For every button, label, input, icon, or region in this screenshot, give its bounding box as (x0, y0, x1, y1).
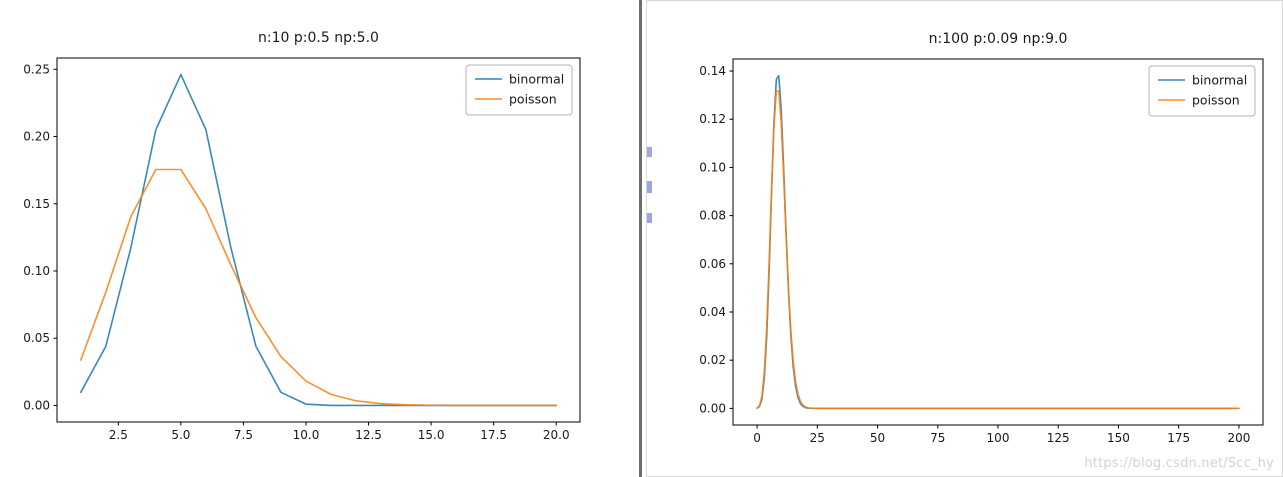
chart-title: n:10 p:0.5 np:5.0 (258, 30, 379, 46)
window-divider (639, 0, 642, 477)
svg-text:25: 25 (810, 431, 825, 445)
watermark: https://blog.csdn.net/Scc_hy (1084, 456, 1274, 471)
svg-text:0.10: 0.10 (699, 160, 726, 174)
svg-text:0.05: 0.05 (23, 331, 50, 345)
svg-text:175: 175 (1167, 431, 1190, 445)
figure-binomial-poisson-n10: n:10 p:0.5 np:5.0 2.5 5.0 7.5 10.0 12.5 15.0 1… (8, 28, 586, 448)
svg-text:0.12: 0.12 (699, 112, 726, 126)
svg-text:12.5: 12.5 (355, 428, 382, 442)
svg-text:0.02: 0.02 (699, 353, 726, 367)
line-chart-n10: 2.5 5.0 7.5 10.0 12.5 15.0 17.5 20.0 0.00 0.05 0.1… (23, 57, 581, 442)
svg-text:15.0: 15.0 (418, 428, 445, 442)
svg-text:0.08: 0.08 (699, 209, 726, 223)
svg-text:0.10: 0.10 (23, 264, 50, 278)
svg-text:2.5: 2.5 (109, 428, 128, 442)
svg-text:poisson: poisson (1192, 93, 1240, 108)
svg-text:7.5: 7.5 (234, 428, 253, 442)
svg-text:10.0: 10.0 (293, 428, 320, 442)
chart-title: n:100 p:0.09 np:9.0 (928, 31, 1068, 47)
svg-text:0.00: 0.00 (699, 401, 726, 415)
svg-text:125: 125 (1047, 431, 1070, 445)
svg-text:75: 75 (930, 431, 945, 445)
svg-text:binormal: binormal (1192, 73, 1247, 88)
svg-text:20.0: 20.0 (543, 428, 570, 442)
svg-text:0.06: 0.06 (699, 257, 726, 271)
clipped-text-artifact (647, 181, 652, 193)
left-figure-panel: n:10 p:0.5 np:5.0 2.5 5.0 7.5 10.0 12.5 15.0 1… (0, 0, 639, 477)
svg-text:200: 200 (1227, 431, 1250, 445)
svg-text:150: 150 (1107, 431, 1130, 445)
svg-text:0.20: 0.20 (23, 130, 50, 144)
figure-binomial-poisson-n100: n:100 p:0.09 np:9.0 0 25 50 75 100 125 150 175 2… (677, 29, 1269, 453)
svg-text:50: 50 (870, 431, 885, 445)
svg-text:5.0: 5.0 (171, 428, 190, 442)
svg-text:0.14: 0.14 (699, 64, 726, 78)
svg-text:0: 0 (753, 431, 761, 445)
right-figure-panel: n:100 p:0.09 np:9.0 0 25 50 75 100 125 150 175 2… (646, 0, 1283, 477)
svg-text:binormal: binormal (509, 72, 564, 87)
svg-text:poisson: poisson (509, 92, 557, 107)
svg-text:100: 100 (987, 431, 1010, 445)
svg-text:0.04: 0.04 (699, 305, 726, 319)
clipped-text-artifact (647, 213, 652, 223)
clipped-text-artifact (647, 147, 652, 157)
line-chart-n100: 0 25 50 75 100 125 150 175 200 0.00 0.02 0.04 0.06 0.… (699, 58, 1264, 445)
svg-text:0.25: 0.25 (23, 62, 50, 76)
svg-text:17.5: 17.5 (480, 428, 507, 442)
svg-text:0.00: 0.00 (23, 398, 50, 412)
svg-text:0.15: 0.15 (23, 197, 50, 211)
